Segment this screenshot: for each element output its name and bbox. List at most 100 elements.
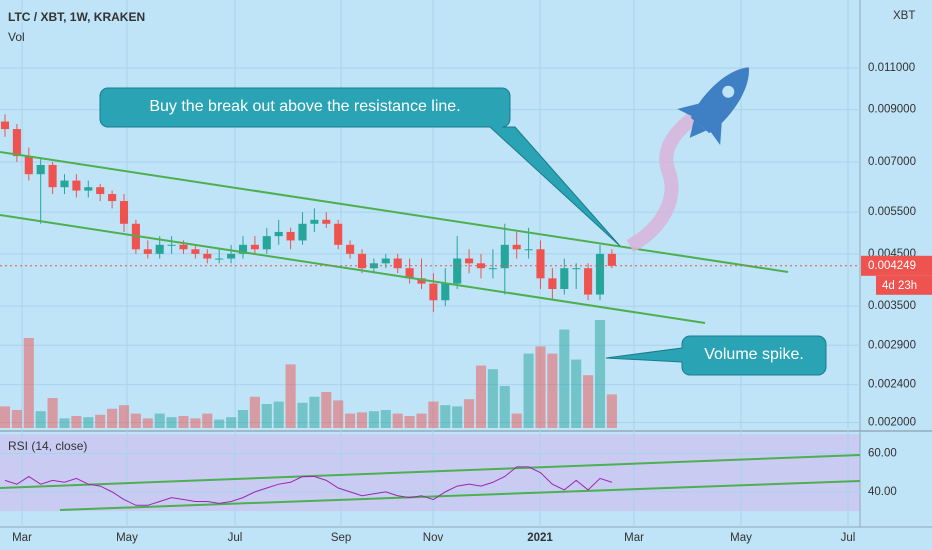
rsi-tick-label: 60.00 bbox=[868, 447, 897, 459]
candle-body bbox=[357, 253, 367, 269]
candles bbox=[0, 114, 616, 313]
volume-bar bbox=[416, 413, 427, 428]
candle-body bbox=[346, 244, 355, 254]
candle-body bbox=[417, 278, 426, 284]
rsi-support-line bbox=[59, 480, 861, 511]
candle-body bbox=[155, 244, 164, 254]
volume-bar bbox=[154, 413, 165, 428]
grid bbox=[0, 0, 860, 527]
volume-bar bbox=[83, 417, 94, 428]
rsi-line bbox=[4, 466, 613, 506]
last-price-label: 0.004249 bbox=[868, 260, 916, 272]
y-tick-label: 0.002900 bbox=[868, 339, 916, 351]
candle-body bbox=[524, 249, 533, 251]
callout-box bbox=[99, 87, 621, 247]
volume-bar bbox=[583, 375, 594, 428]
candle-body bbox=[274, 231, 283, 237]
volume-bar bbox=[11, 410, 22, 428]
candle-body bbox=[36, 164, 45, 175]
volume-bar bbox=[285, 364, 296, 428]
candle-body bbox=[536, 249, 545, 279]
candle-body bbox=[12, 129, 21, 157]
x-tick-label: Nov bbox=[423, 532, 444, 544]
candle-body bbox=[512, 244, 521, 250]
volume-bar bbox=[547, 353, 558, 428]
volume-bar bbox=[333, 400, 344, 428]
candle-body bbox=[453, 258, 462, 284]
volume-bar bbox=[166, 417, 177, 428]
volume-bar bbox=[59, 418, 70, 428]
volume-bar bbox=[380, 410, 391, 428]
volume-bar bbox=[571, 359, 582, 428]
volume-bar bbox=[71, 416, 82, 428]
rocket-trail bbox=[626, 106, 705, 253]
x-tick-label: May bbox=[116, 532, 138, 544]
candle-body bbox=[84, 187, 93, 191]
candle-body bbox=[322, 219, 331, 224]
rsi bbox=[4, 466, 613, 506]
volume-bar bbox=[202, 413, 213, 428]
candle-body bbox=[560, 268, 569, 290]
resistance-line bbox=[0, 151, 789, 273]
y-tick-label: 0.009000 bbox=[868, 104, 916, 116]
volume-bar bbox=[523, 353, 534, 428]
volume-bar bbox=[356, 412, 368, 428]
x-tick-label: Mar bbox=[624, 532, 644, 544]
candle-body bbox=[227, 253, 236, 259]
volume-bar bbox=[487, 369, 498, 428]
candle-body bbox=[60, 180, 69, 188]
candle-body bbox=[167, 244, 176, 246]
volume-bar bbox=[475, 365, 487, 428]
candle-body bbox=[72, 180, 81, 191]
rsi-resistance-line bbox=[0, 454, 861, 489]
candle-body bbox=[286, 231, 295, 241]
candle-body bbox=[0, 121, 10, 130]
candle-body bbox=[572, 268, 581, 270]
callout-box bbox=[605, 335, 827, 376]
candle-body bbox=[595, 253, 605, 295]
volume-bar bbox=[95, 414, 106, 428]
candle-body bbox=[369, 263, 378, 269]
volume-bar bbox=[606, 394, 617, 428]
symbol-title: LTC / XBT, 1W, KRAKEN bbox=[8, 10, 145, 24]
volume-bar bbox=[535, 346, 546, 428]
rocket bbox=[677, 67, 749, 145]
volume-bar bbox=[594, 320, 606, 428]
candle-body bbox=[238, 244, 248, 254]
candle-body bbox=[203, 253, 212, 259]
y-tick-label: 0.002000 bbox=[868, 417, 916, 429]
candle-body bbox=[108, 194, 117, 202]
volume-bar bbox=[321, 392, 332, 428]
volume-bar bbox=[107, 408, 118, 428]
candle-body bbox=[298, 223, 307, 241]
volume-bar bbox=[297, 402, 308, 428]
x-tick-label: Sep bbox=[331, 532, 351, 544]
volume-bar bbox=[428, 401, 439, 428]
rsi-tick-label: 40.00 bbox=[868, 486, 897, 498]
volume-bar bbox=[392, 413, 403, 428]
volume-bar bbox=[309, 396, 320, 428]
volume-bar bbox=[35, 411, 46, 428]
volume-bar bbox=[499, 386, 510, 428]
x-tick-label: Jul bbox=[228, 532, 243, 544]
candle-body bbox=[405, 268, 414, 279]
volume-bar bbox=[368, 411, 379, 428]
countdown-label: 4d 23h bbox=[882, 280, 917, 292]
candle-body bbox=[429, 283, 438, 301]
candle-body bbox=[96, 187, 105, 195]
candle-body bbox=[215, 258, 224, 260]
volume-bar bbox=[404, 416, 415, 428]
x-tick-label: 2021 bbox=[527, 532, 553, 544]
y-tick-label: 0.005500 bbox=[868, 206, 916, 218]
callout-text: Buy the break out above the resistance l… bbox=[149, 98, 460, 115]
volume-bar bbox=[214, 419, 225, 428]
candle-body bbox=[191, 249, 200, 254]
support-line bbox=[0, 214, 706, 324]
volume-bar bbox=[190, 418, 201, 428]
x-tick-label: Jul bbox=[841, 532, 856, 544]
volume-bar bbox=[0, 406, 11, 428]
candle-body bbox=[24, 156, 33, 175]
candle-body bbox=[584, 268, 593, 295]
y-tick-label: 0.007000 bbox=[868, 156, 916, 168]
